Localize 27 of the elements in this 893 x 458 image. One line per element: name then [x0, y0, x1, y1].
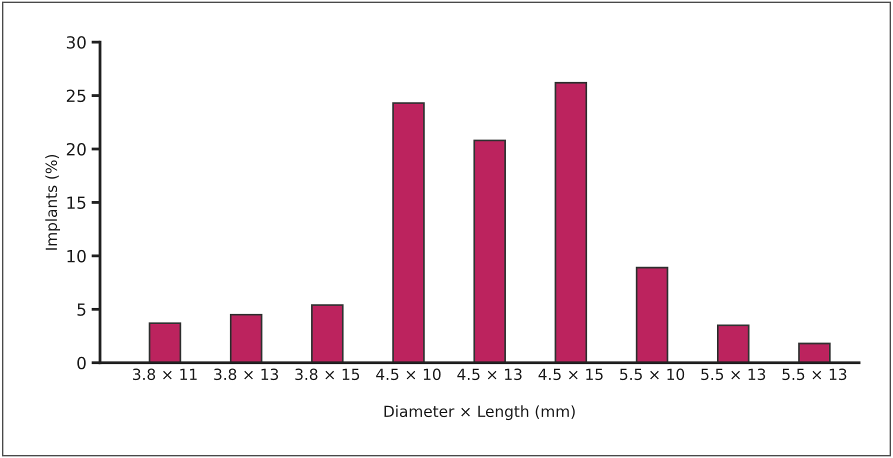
x-tick-label: 5.5 × 13: [782, 368, 846, 380]
x-tick-label: 4.5 × 15: [538, 368, 603, 380]
bar: [636, 266, 668, 363]
y-tick-label: 5: [78, 303, 86, 316]
y-tick-label: 20: [66, 142, 86, 156]
x-tick-label: 4.5 × 10: [376, 368, 441, 380]
bar: [311, 304, 344, 363]
bar: [148, 322, 182, 363]
x-tick-label: 3.8 × 15: [295, 368, 360, 380]
bar: [392, 102, 425, 363]
bar: [798, 342, 831, 363]
y-tick-label: 15: [67, 196, 86, 210]
x-tick-label: 3.8 × 11: [133, 368, 197, 380]
x-axis-title: Diameter × Length (mm): [384, 405, 575, 420]
x-tick-label: 4.5 × 13: [457, 368, 522, 380]
bar: [230, 314, 262, 363]
y-tick-label: 25: [66, 90, 86, 102]
bar: [554, 82, 588, 363]
y-tick-label: 30: [66, 36, 86, 49]
y-tick-label: 10: [67, 250, 86, 262]
y-tick-label: 0: [77, 356, 86, 370]
y-axis-title: Implants (%): [45, 154, 60, 250]
x-tick-label: 5.5 × 13: [701, 368, 766, 380]
bar: [473, 140, 506, 363]
x-tick-label: 3.8 × 13: [214, 368, 278, 380]
bar: [716, 324, 750, 363]
x-tick-label: 5.5 × 10: [620, 368, 684, 380]
